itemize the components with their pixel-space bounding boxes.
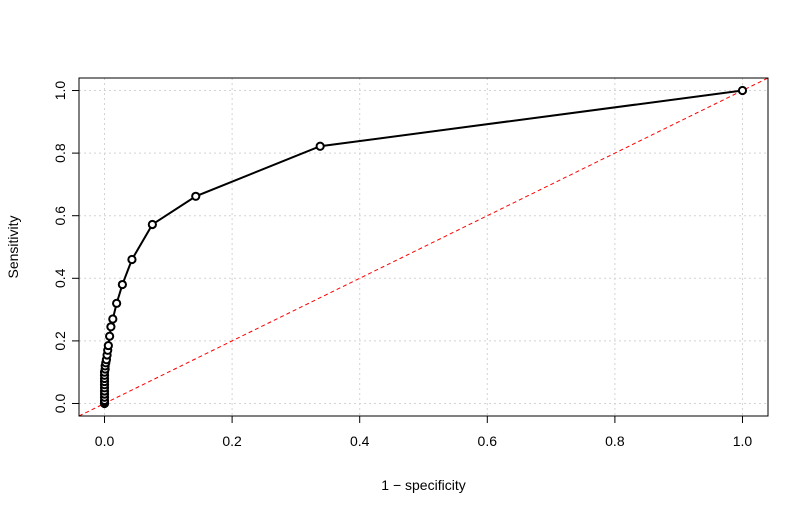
- roc-point-26: [191, 191, 201, 201]
- plot-frame: [78, 77, 769, 417]
- y-tick-label-5: 1.0: [52, 81, 68, 101]
- roc-point-21: [108, 314, 118, 324]
- x-tick-label-1: 0.2: [222, 433, 242, 449]
- roc-point-28: [737, 85, 748, 96]
- y-tick-label-2: 0.4: [52, 268, 68, 288]
- roc-point-22: [112, 298, 122, 308]
- x-tick-label-4: 0.8: [605, 433, 625, 449]
- x-tick-label-0: 0.0: [95, 433, 115, 449]
- x-axis: 0.0 0.2 0.4 0.6 0.8 1.0: [95, 416, 753, 449]
- y-tick-label-0: 0.0: [52, 394, 68, 414]
- x-tick-label-5: 1.0: [733, 433, 753, 449]
- roc-points: [99, 85, 748, 409]
- roc-point-19: [105, 331, 115, 341]
- x-tick-label-3: 0.6: [478, 433, 498, 449]
- x-axis-title: 1 − specificity: [381, 477, 465, 493]
- y-tick-label-4: 0.8: [52, 143, 68, 163]
- roc-point-25: [147, 219, 157, 230]
- roc-point-18: [103, 340, 113, 351]
- roc-point-24: [127, 254, 137, 265]
- y-axis: 0.0 0.2 0.4 0.6 0.8 1.0: [52, 81, 79, 414]
- roc-point-23: [117, 279, 127, 290]
- y-tick-label-3: 0.6: [52, 206, 68, 226]
- reference-diagonal-line: [78, 77, 769, 417]
- x-tick-label-2: 0.4: [350, 433, 370, 449]
- y-tick-label-1: 0.2: [52, 331, 68, 351]
- roc-point-20: [106, 322, 116, 332]
- roc-point-27: [315, 141, 325, 151]
- y-axis-title: Sensitivity: [5, 215, 21, 278]
